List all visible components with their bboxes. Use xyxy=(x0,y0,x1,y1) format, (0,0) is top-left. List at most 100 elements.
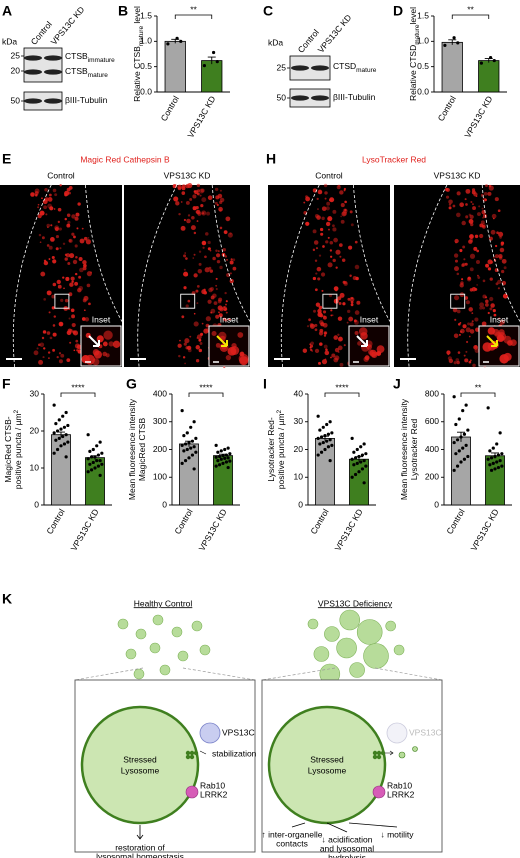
puncta xyxy=(205,232,209,236)
puncta xyxy=(201,212,205,215)
data-point xyxy=(357,470,361,474)
puncta xyxy=(183,268,186,271)
diagram-title: Healthy Control xyxy=(134,598,193,608)
imaging-title: Magic Red Cathepsin B xyxy=(80,154,170,164)
data-point xyxy=(455,464,460,468)
puncta xyxy=(316,197,319,200)
data-point xyxy=(328,438,332,442)
data-point xyxy=(190,453,195,457)
puncta xyxy=(87,237,90,239)
puncta xyxy=(48,193,52,197)
puncta xyxy=(470,201,473,204)
data-point xyxy=(98,440,102,444)
puncta xyxy=(229,272,232,275)
puncta xyxy=(350,300,354,304)
vesicle xyxy=(199,644,211,656)
puncta xyxy=(83,263,87,268)
data-point xyxy=(175,36,179,40)
data-point xyxy=(221,454,225,458)
data-point xyxy=(360,453,365,457)
puncta xyxy=(319,227,324,232)
data-point xyxy=(215,60,219,64)
puncta xyxy=(356,300,361,305)
error-bar xyxy=(448,39,457,45)
outcome-arrow xyxy=(291,822,306,828)
puncta xyxy=(464,296,469,300)
band-sub: immature xyxy=(88,57,115,64)
data-point xyxy=(454,422,458,427)
puncta xyxy=(492,308,496,313)
puncta xyxy=(488,185,494,191)
data-point xyxy=(326,445,331,449)
significance: ** xyxy=(475,382,482,392)
puncta xyxy=(484,198,487,202)
puncta xyxy=(218,297,223,302)
puncta xyxy=(46,290,52,296)
puncta xyxy=(213,301,218,306)
puncta xyxy=(210,311,213,314)
puncta xyxy=(466,340,469,344)
lrrk-label: LRRK2 xyxy=(200,789,228,799)
column-label: Control xyxy=(315,170,343,180)
puncta xyxy=(189,197,193,201)
data-point xyxy=(192,445,196,449)
arrow xyxy=(356,335,368,347)
puncta xyxy=(62,242,66,246)
puncta xyxy=(339,362,344,367)
puncta xyxy=(339,255,342,258)
cell-outline xyxy=(211,184,251,322)
puncta xyxy=(207,299,212,304)
puncta xyxy=(464,262,468,266)
data-point xyxy=(321,425,325,429)
puncta xyxy=(46,331,51,335)
data-point xyxy=(189,446,193,450)
puncta xyxy=(185,273,189,277)
band-name: βIII-Tubulin xyxy=(65,95,108,105)
puncta xyxy=(465,215,469,219)
puncta xyxy=(328,228,330,231)
puncta xyxy=(30,192,35,197)
data-point xyxy=(216,459,220,463)
y-axis-label: MagicRed CTSB- xyxy=(3,416,13,482)
puncta xyxy=(68,317,71,320)
puncta xyxy=(323,315,326,318)
puncta xyxy=(43,259,47,263)
puncta xyxy=(78,275,82,279)
data-point xyxy=(323,434,327,438)
data-point xyxy=(328,459,332,463)
puncta xyxy=(454,238,459,244)
puncta xyxy=(340,219,345,224)
puncta xyxy=(484,296,488,299)
data-point xyxy=(319,450,324,454)
puncta xyxy=(337,333,340,336)
puncta xyxy=(69,253,75,259)
puncta xyxy=(47,226,49,229)
outcome-label: contacts xyxy=(276,838,308,848)
data-point xyxy=(462,457,467,461)
data-point xyxy=(190,439,195,443)
puncta xyxy=(42,356,45,359)
puncta xyxy=(200,333,203,336)
puncta xyxy=(337,316,343,321)
label-sub: mature xyxy=(138,26,145,47)
data-point xyxy=(489,456,494,460)
outcome-label: hydrolysis xyxy=(328,852,366,858)
puncta xyxy=(75,339,79,343)
puncta xyxy=(464,198,467,201)
puncta xyxy=(52,259,57,264)
puncta xyxy=(58,227,62,231)
puncta xyxy=(215,314,220,319)
inset-puncta xyxy=(237,332,244,338)
data-point xyxy=(457,449,461,453)
puncta xyxy=(330,309,333,312)
puncta xyxy=(66,223,71,228)
puncta xyxy=(83,236,88,241)
lane-label: VPS13C KD xyxy=(316,12,354,54)
puncta xyxy=(341,211,347,217)
puncta xyxy=(209,269,214,273)
contact-vesicle xyxy=(185,750,191,756)
puncta xyxy=(212,256,216,261)
puncta xyxy=(229,232,232,235)
puncta xyxy=(314,328,318,332)
puncta xyxy=(216,203,219,207)
